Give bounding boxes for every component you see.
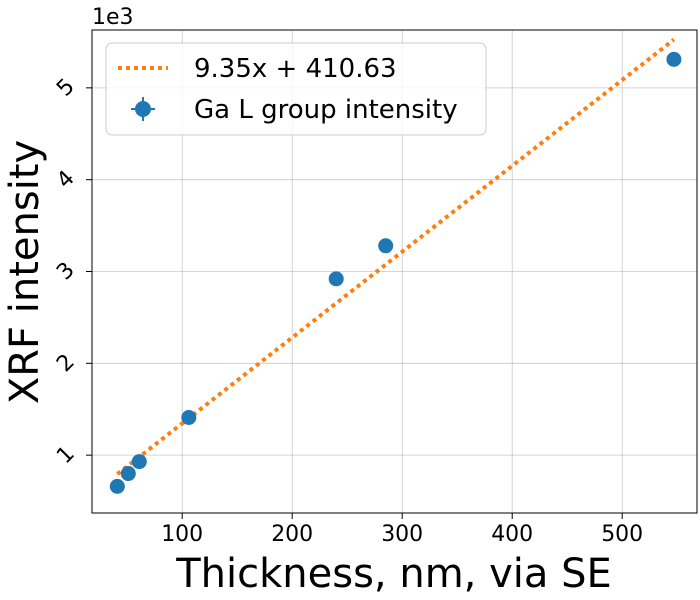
scatter-points-layer — [109, 51, 682, 494]
x-tick-label: 300 — [381, 522, 423, 547]
y-tick-label: 2 — [52, 350, 80, 378]
x-tick-label: 400 — [491, 522, 533, 547]
y-tick-label: 1 — [52, 441, 80, 469]
legend-scatter-marker — [135, 101, 151, 117]
data-point — [666, 51, 682, 67]
x-tick-label: 500 — [601, 522, 643, 547]
data-point — [131, 454, 147, 470]
legend-scatter-label: Ga L group intensity — [194, 95, 458, 125]
x-ticks: 100 200 300 400 500 — [161, 513, 643, 547]
data-point — [378, 238, 394, 254]
legend: 9.35x + 410.63 Ga L group intensity — [105, 42, 487, 136]
data-point — [181, 410, 197, 426]
y-axis-label: XRF intensity — [2, 140, 48, 404]
y-tick-label: 3 — [52, 258, 80, 286]
y-ticks: 1 2 3 4 5 — [52, 74, 92, 469]
x-axis-label: Thickness, nm, via SE — [175, 551, 612, 597]
data-point — [120, 466, 136, 482]
data-point — [109, 478, 125, 494]
legend-box — [105, 42, 487, 136]
x-tick-label: 100 — [161, 522, 203, 547]
data-point — [328, 271, 344, 287]
fit-line — [116, 38, 676, 476]
x-tick-label: 200 — [271, 522, 313, 547]
y-offset-label: 1e3 — [92, 5, 134, 30]
fit-line-layer — [116, 38, 676, 476]
y-tick-label: 4 — [52, 166, 80, 194]
legend-fit-line-label: 9.35x + 410.63 — [194, 54, 397, 84]
y-tick-label: 5 — [52, 74, 80, 102]
